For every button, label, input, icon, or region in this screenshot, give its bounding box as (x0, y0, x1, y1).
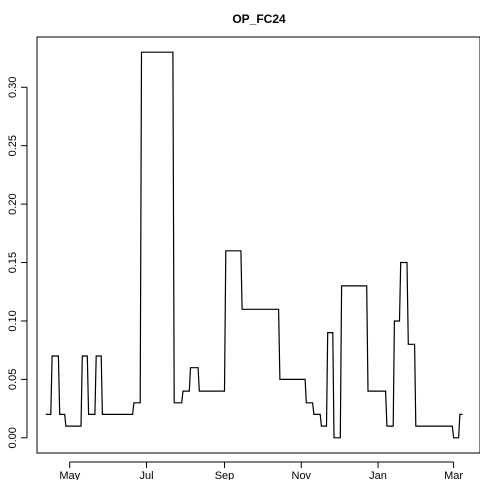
x-tick-label: May (59, 470, 80, 480)
x-tick-label: Sep (215, 470, 235, 480)
chart-title: OP_FC24 (232, 12, 286, 26)
y-tick-label: 0.15 (7, 252, 19, 273)
y-tick-label: 0.10 (7, 310, 19, 331)
x-tick-label: Jul (139, 470, 153, 480)
y-tick-label: 0.05 (7, 369, 19, 390)
x-tick-label: Jan (369, 470, 387, 480)
y-tick-label: 0.30 (7, 77, 19, 98)
x-axis: May Jul Sep Nov Jan Mar (59, 461, 463, 480)
series-layer (45, 51, 463, 439)
x-tick-label: Mar (444, 470, 463, 480)
plot-frame (36, 36, 480, 454)
x-tick-label: Nov (292, 470, 312, 480)
y-tick-label: 0.20 (7, 193, 19, 214)
y-axis: 0.00 0.05 0.10 0.15 0.20 0.25 0.30 (7, 77, 28, 449)
y-tick-label: 0.00 (7, 427, 19, 448)
series-line (45, 51, 463, 439)
y-tick-label: 0.25 (7, 135, 19, 156)
